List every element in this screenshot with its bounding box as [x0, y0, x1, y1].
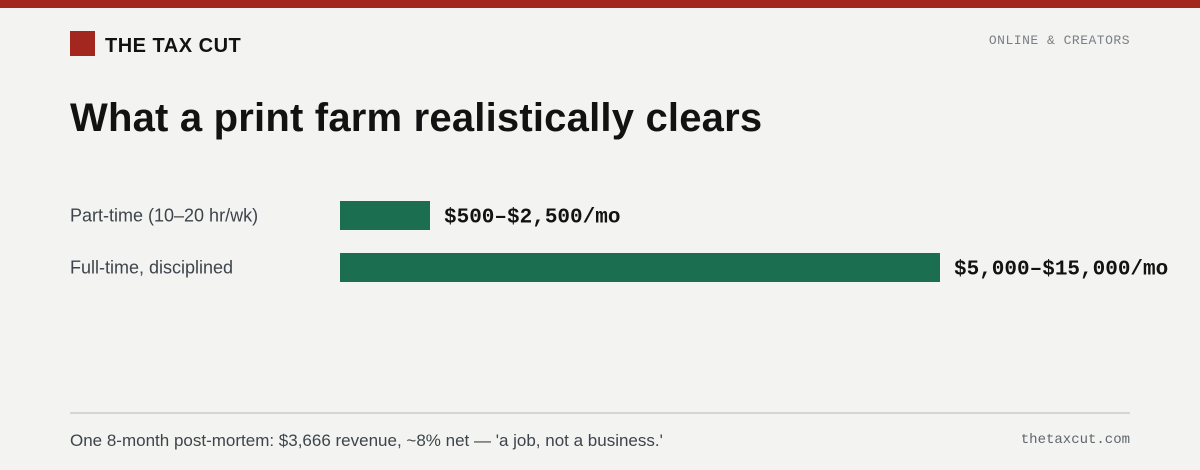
value-label: $5,000–$15,000/mo: [954, 259, 1168, 282]
chart-title: What a print farm realistically clears: [70, 96, 763, 140]
brand-name: THE TAX CUT: [105, 35, 242, 57]
bar-chart: Part-time (10–20 hr/wk) $500–$2,500/mo Ful…: [70, 201, 1168, 282]
bar: [340, 201, 430, 230]
site-link[interactable]: thetaxcut.com: [1020, 432, 1130, 448]
category-label: Part-time (10–20 hr/wk): [70, 206, 258, 226]
bar: [340, 253, 940, 282]
brand-square-icon: [70, 31, 95, 56]
category-label: Full-time, disciplined: [70, 258, 233, 278]
footer-divider: [70, 412, 1130, 414]
value-label: $500–$2,500/mo: [444, 207, 620, 230]
footnote: One 8-month post-mortem: $3,666 revenue,…: [70, 431, 663, 450]
section-tag[interactable]: ONLINE & CREATORS: [988, 33, 1130, 48]
top-accent-bar: [0, 0, 1200, 8]
brand-logo[interactable]: THE TAX CUT: [70, 31, 242, 57]
